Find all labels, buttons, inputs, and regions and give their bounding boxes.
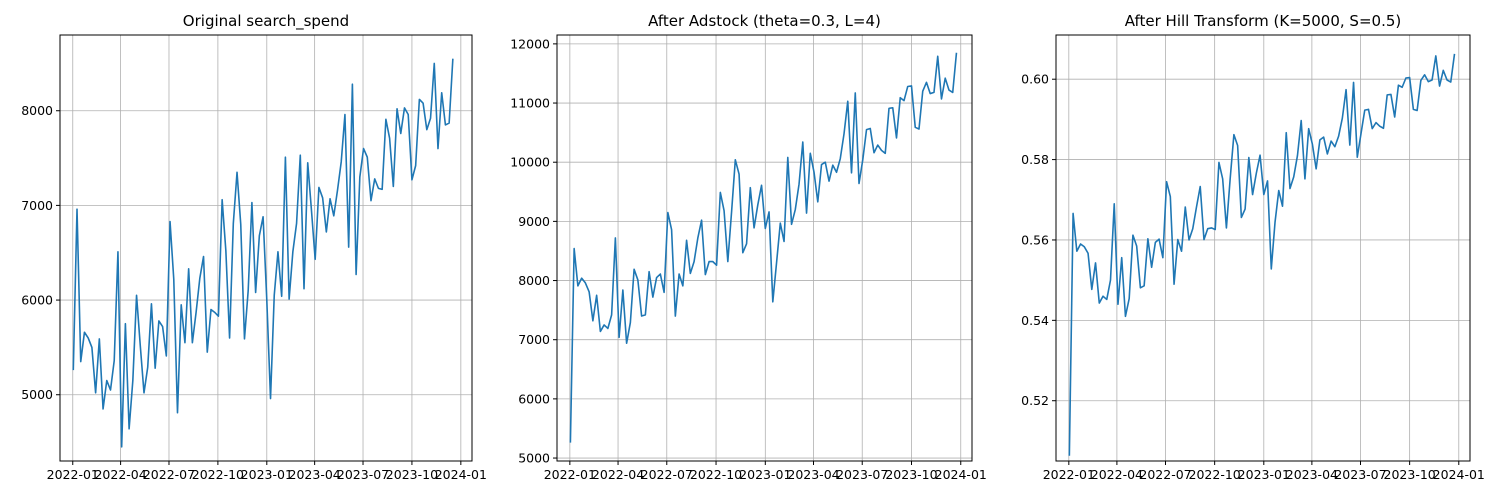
x-tick-label: 2022-10 [690, 467, 742, 482]
x-tick-label: 2023-01 [241, 467, 293, 482]
chart-panel-2: 2022-012022-042022-072022-102023-012023-… [510, 12, 987, 482]
x-tick-label: 2022-07 [143, 467, 195, 482]
y-tick-label: 5000 [518, 451, 550, 466]
x-tick-label: 2023-01 [1238, 467, 1290, 482]
x-tick-label: 2022-04 [1091, 467, 1143, 482]
y-tick-label: 0.60 [1021, 72, 1049, 87]
series-line [1068, 53, 1456, 456]
x-tick-label: 2022-01 [1043, 467, 1095, 482]
y-tick-label: 10000 [510, 155, 550, 170]
x-tick-label: 2022-10 [1189, 467, 1241, 482]
y-tick-label: 6000 [21, 293, 53, 308]
axes-frame [1055, 34, 1471, 462]
x-tick-label: 2023-10 [1384, 467, 1436, 482]
y-tick-label: 0.52 [1021, 393, 1049, 408]
y-tick-label: 8000 [21, 103, 53, 118]
series-line [72, 58, 454, 448]
y-tick-label: 0.56 [1021, 232, 1049, 247]
y-tick-label: 0.58 [1021, 152, 1049, 167]
x-tick-label: 2022-10 [192, 467, 244, 482]
x-tick-label: 2023-04 [289, 467, 341, 482]
axes-frame [59, 34, 473, 462]
x-tick-label: 2024-01 [935, 467, 987, 482]
series-line [569, 52, 958, 443]
y-tick-label: 5000 [21, 387, 53, 402]
axes-frame [556, 34, 973, 462]
y-tick-label: 0.54 [1021, 313, 1049, 328]
x-tick-label: 2023-10 [885, 467, 937, 482]
x-tick-label: 2022-04 [94, 467, 146, 482]
x-tick-label: 2023-04 [1286, 467, 1338, 482]
x-tick-label: 2024-01 [1433, 467, 1485, 482]
y-tick-label: 9000 [518, 214, 550, 229]
x-tick-label: 2022-07 [641, 467, 693, 482]
x-tick-label: 2023-07 [836, 467, 888, 482]
x-tick-label: 2022-01 [544, 467, 596, 482]
y-tick-label: 12000 [510, 36, 550, 51]
chart-panel-3: 2022-012022-042022-072022-102023-012023-… [1021, 12, 1485, 482]
x-tick-label: 2024-01 [435, 467, 487, 482]
chart-title: After Hill Transform (K=5000, S=0.5) [1125, 12, 1401, 30]
y-tick-label: 8000 [518, 273, 550, 288]
chart-panel-1: 2022-012022-042022-072022-102023-012023-… [21, 12, 487, 482]
y-tick-label: 7000 [518, 332, 550, 347]
x-tick-label: 2023-10 [386, 467, 438, 482]
x-tick-label: 2023-01 [739, 467, 791, 482]
chart-title: Original search_spend [183, 12, 349, 31]
y-tick-label: 11000 [510, 96, 550, 111]
x-tick-label: 2022-01 [47, 467, 99, 482]
chart-title: After Adstock (theta=0.3, L=4) [648, 12, 881, 30]
x-tick-label: 2023-04 [787, 467, 839, 482]
y-tick-label: 6000 [518, 391, 550, 406]
x-tick-label: 2022-04 [592, 467, 644, 482]
x-tick-label: 2023-07 [337, 467, 389, 482]
y-tick-label: 7000 [21, 198, 53, 213]
x-tick-label: 2022-07 [1139, 467, 1191, 482]
x-tick-label: 2023-07 [1334, 467, 1386, 482]
